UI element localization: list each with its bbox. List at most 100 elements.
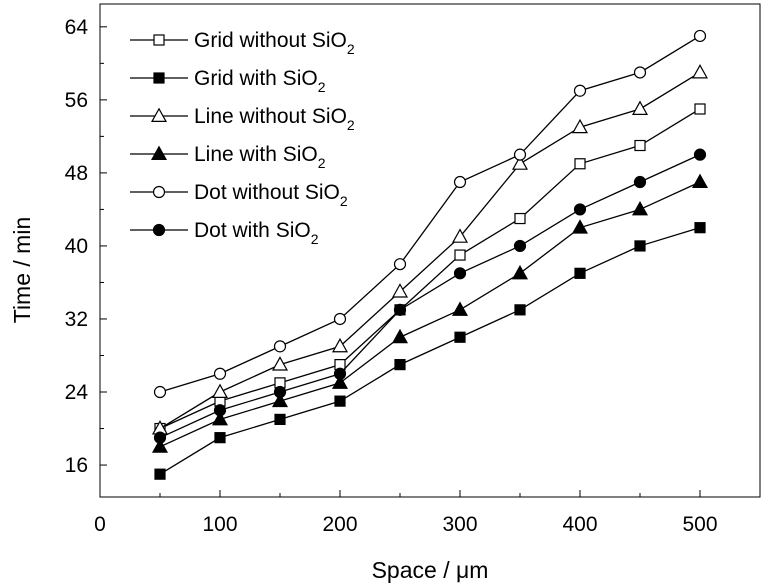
x-tick-label: 300 [442, 513, 477, 536]
legend-marker [150, 107, 168, 123]
data-point [634, 139, 646, 152]
data-point [213, 367, 227, 380]
legend-entry: Grid without SiO2 [130, 29, 355, 57]
data-point [693, 148, 707, 161]
data-point [214, 432, 226, 444]
data-point [153, 385, 167, 399]
data-point [151, 438, 169, 453]
data-point [574, 158, 586, 170]
legend-marker [153, 72, 165, 84]
data-point [693, 29, 707, 43]
data-point [573, 203, 587, 216]
data-point [333, 312, 347, 326]
legend-entry: Grid with SiO2 [130, 67, 326, 95]
y-tick-label: 40 [65, 235, 88, 258]
x-tick-label: 400 [562, 513, 597, 536]
data-point [511, 264, 529, 280]
legend-label-subscript: 2 [347, 41, 355, 57]
data-point [394, 359, 406, 371]
data-point [153, 431, 167, 444]
data-point [454, 249, 466, 261]
data-point [211, 410, 229, 426]
legend-label-subscript: 2 [318, 79, 326, 95]
x-axis: 0 100 200 300 400 500 [94, 490, 718, 536]
legend-label: Dot with SiO2 [194, 219, 319, 247]
legend-label-main: Grid with SiO [194, 67, 318, 90]
legend-label-main: Dot with SiO [194, 219, 311, 242]
legend-marker [152, 223, 166, 237]
legend-label: Grid with SiO2 [194, 67, 326, 95]
data-point [451, 228, 469, 243]
legend-label-subscript: 2 [340, 193, 348, 209]
series-line [159, 35, 701, 393]
series-line [159, 71, 701, 430]
legend-marker [153, 34, 165, 46]
data-point [633, 175, 647, 189]
data-point [391, 328, 409, 344]
series-line [159, 154, 701, 439]
x-tick-label: 200 [322, 513, 357, 536]
data-point [273, 340, 287, 353]
data-point [573, 84, 587, 97]
data-point [271, 392, 289, 408]
data-point [633, 66, 647, 79]
data-point [273, 385, 287, 399]
data-point [391, 283, 409, 298]
data-point [274, 413, 286, 425]
x-axis-title: Space / μm [372, 557, 489, 583]
y-tick-label: 64 [65, 16, 89, 39]
legend-label: Dot without SiO2 [194, 181, 348, 209]
legend-entry: Dot without SiO2 [130, 181, 348, 209]
data-point [574, 267, 586, 279]
data-point [333, 367, 347, 380]
legend-label-main: Dot without SiO [194, 181, 340, 204]
data-point [694, 103, 706, 115]
legend-entry: Line without SiO2 [130, 105, 355, 133]
data-point [631, 100, 649, 115]
data-point [213, 404, 227, 417]
series-circle-filled [153, 148, 707, 444]
series-triangle-open [151, 64, 709, 435]
data-point [513, 148, 527, 161]
series-line [159, 108, 701, 430]
data-point [571, 118, 589, 134]
legend-label: Grid without SiO2 [194, 29, 355, 57]
data-point [514, 212, 526, 225]
y-tick-label: 24 [65, 381, 89, 404]
legend-marker [152, 185, 166, 199]
legend-marker [150, 145, 168, 160]
data-point [451, 301, 469, 316]
data-point [393, 303, 407, 316]
data-point [393, 258, 407, 271]
data-point [331, 337, 349, 353]
data-point [453, 267, 467, 280]
data-point [631, 200, 649, 216]
series-square-filled [154, 222, 706, 480]
legend-label-subscript: 2 [347, 117, 355, 133]
x-tick-label: 100 [202, 513, 237, 536]
data-point [694, 222, 706, 234]
x-tick-label: 500 [682, 513, 717, 536]
legend-label-subscript: 2 [311, 231, 319, 247]
legend-entry: Line with SiO2 [130, 143, 326, 171]
series-line [159, 227, 701, 475]
y-tick-label: 32 [65, 308, 88, 331]
data-point [453, 175, 467, 189]
y-axis: 16 24 32 40 48 56 64 [65, 16, 107, 477]
data-point [691, 64, 709, 79]
data-point [211, 383, 229, 399]
plot-frame [99, 3, 761, 498]
data-point [454, 331, 466, 343]
series-group [151, 29, 709, 480]
legend-label-main: Line with SiO [194, 143, 318, 166]
legend-label-main: Line without SiO [194, 105, 347, 128]
series-circle-open [153, 29, 707, 399]
legend-label-main: Grid without SiO [194, 29, 347, 52]
x-tick-label: 0 [94, 513, 106, 536]
legend-label-subscript: 2 [318, 155, 326, 171]
data-point [571, 219, 589, 234]
y-tick-label: 56 [65, 89, 88, 112]
data-point [511, 155, 529, 170]
